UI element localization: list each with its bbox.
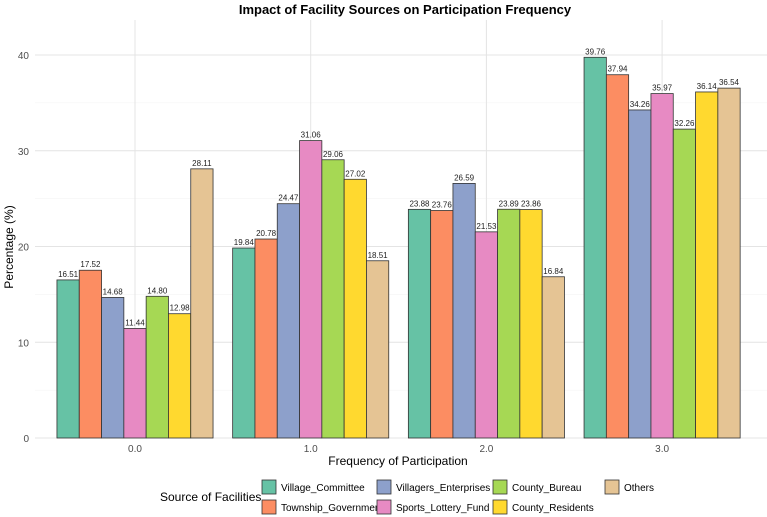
bar-villagers-enterprises <box>628 109 652 439</box>
y-axis-label: Percentage (%) <box>2 205 16 288</box>
bar-county-bureau <box>672 128 696 439</box>
bar-county-bureau <box>145 295 169 439</box>
x-axis-ticks: 0.0 1.0 2.0 3.0 <box>128 444 669 455</box>
bar-county-residents <box>519 209 543 439</box>
legend-item: County_Residents <box>492 499 594 515</box>
legend-swatch <box>604 479 620 495</box>
data-label: 26.59 <box>454 173 475 182</box>
bar-village-committee <box>56 279 80 439</box>
data-label: 35.97 <box>652 84 673 93</box>
bar-township-government <box>78 269 102 439</box>
y-tick-label: 40 <box>18 51 30 62</box>
legend-title: Source of Facilities <box>160 490 261 504</box>
bar-villagers-enterprises <box>276 203 300 439</box>
x-tick-label: 2.0 <box>479 444 493 455</box>
data-label: 11.44 <box>125 318 145 327</box>
data-label: 28.11 <box>192 159 212 168</box>
data-label: 21.53 <box>476 222 497 231</box>
legend-label: Others <box>624 483 654 494</box>
legend-label: Township_Government <box>281 503 383 514</box>
legend-label: Villagers_Enterprises <box>396 483 490 494</box>
bar-county-residents <box>343 178 367 439</box>
chart-title: Impact of Facility Sources on Participat… <box>239 2 572 17</box>
data-label: 31.06 <box>301 131 322 140</box>
data-label: 37.94 <box>607 65 628 74</box>
bar-sports-lottery-fund <box>123 328 147 439</box>
data-label: 23.88 <box>409 199 430 208</box>
bar-others <box>190 168 214 439</box>
legend-item: County_Bureau <box>492 479 582 495</box>
x-tick-label: 0.0 <box>128 444 142 455</box>
data-label: 36.54 <box>719 78 740 87</box>
data-label: 24.47 <box>278 194 299 203</box>
legend-label: County_Residents <box>512 503 594 514</box>
bar-village-committee <box>232 247 256 439</box>
data-label: 23.89 <box>499 199 520 208</box>
legend-item: Sports_Lottery_Fund <box>376 499 489 515</box>
data-label: 14.80 <box>147 286 168 295</box>
bar-sports-lottery-fund <box>299 140 323 439</box>
x-axis-label: Frequency of Participation <box>328 454 467 468</box>
data-label: 18.51 <box>368 251 389 260</box>
y-tick-label: 10 <box>18 338 30 349</box>
legend-label: Village_Committee <box>281 483 365 494</box>
legend: Village_Committee Township_Government Vill… <box>261 479 654 515</box>
data-label: 19.84 <box>234 238 255 247</box>
legend-item: Others <box>604 479 654 495</box>
legend-swatch <box>261 479 277 495</box>
legend-item: Township_Government <box>261 499 383 515</box>
bar-village-committee <box>407 208 432 439</box>
y-tick-label: 0 <box>23 434 29 445</box>
bar-villagers-enterprises <box>452 183 476 439</box>
data-label: 16.84 <box>543 267 564 276</box>
bar-sports-lottery-fund <box>650 93 674 439</box>
bar-township-government <box>430 210 454 439</box>
legend-label: Sports_Lottery_Fund <box>396 503 489 514</box>
bar-others <box>717 87 741 439</box>
x-tick-label: 3.0 <box>655 444 669 455</box>
data-label: 16.51 <box>58 270 79 279</box>
bar-county-bureau <box>497 208 521 439</box>
data-label: 29.06 <box>323 150 344 159</box>
data-label: 12.98 <box>170 304 191 313</box>
bar-village-committee <box>583 56 607 439</box>
data-label: 23.76 <box>432 200 453 209</box>
data-label: 34.26 <box>630 100 651 109</box>
y-tick-label: 30 <box>18 147 30 158</box>
y-tick-label: 20 <box>18 243 30 254</box>
bar-others <box>541 276 565 439</box>
data-label: 32.26 <box>674 119 695 128</box>
legend-item: Village_Committee <box>261 479 365 495</box>
bar-county-bureau <box>321 159 345 439</box>
bar-county-residents <box>695 91 719 439</box>
legend-swatch <box>492 479 508 495</box>
data-label: 39.76 <box>585 47 606 56</box>
legend-swatch <box>376 499 392 515</box>
bar-township-government <box>605 74 630 439</box>
bar-others <box>366 260 390 439</box>
data-label: 14.68 <box>103 287 124 296</box>
x-tick-label: 1.0 <box>304 444 318 455</box>
bar-sports-lottery-fund <box>474 231 498 439</box>
legend-label: County_Bureau <box>512 483 582 494</box>
bar-township-government <box>254 238 278 439</box>
data-labels: 16.51 19.84 23.88 39.76 17.52 20.78 23.76 37.94… <box>58 47 739 327</box>
bars <box>56 56 741 439</box>
y-axis-ticks: 0 10 20 30 40 <box>18 51 30 445</box>
data-label: 27.02 <box>345 169 366 178</box>
legend-item: Villagers_Enterprises <box>376 479 490 495</box>
legend-swatch <box>261 499 277 515</box>
data-label: 36.14 <box>697 82 718 91</box>
bar-county-residents <box>168 313 192 439</box>
data-label: 20.78 <box>256 229 277 238</box>
data-label: 17.52 <box>80 260 101 269</box>
bar-villagers-enterprises <box>101 297 125 439</box>
legend-swatch <box>376 479 392 495</box>
data-label: 23.86 <box>521 200 542 209</box>
legend-swatch <box>492 499 508 515</box>
